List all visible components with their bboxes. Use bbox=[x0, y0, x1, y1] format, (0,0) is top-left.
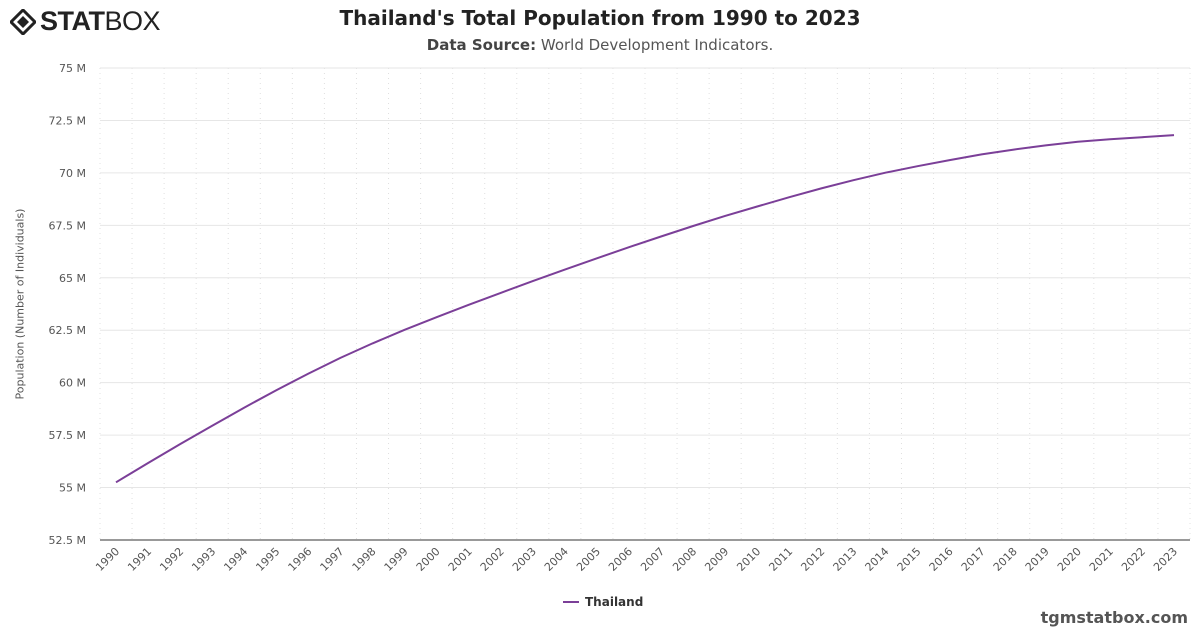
series-line-thailand bbox=[115, 134, 1175, 484]
subtitle-label: Data Source: bbox=[426, 36, 537, 54]
chart-subtitle: Data Source: World Development Indicator… bbox=[0, 36, 1200, 54]
x-tick-label: 2020 bbox=[1055, 545, 1084, 574]
x-tick-label: 2013 bbox=[831, 545, 860, 574]
x-tick-label: 2008 bbox=[670, 545, 699, 574]
x-tick-label: 2001 bbox=[446, 545, 475, 574]
x-tick-label: 1994 bbox=[221, 545, 250, 574]
y-tick-label: 55 M bbox=[59, 482, 86, 495]
chart-title: Thailand's Total Population from 1990 to… bbox=[339, 6, 861, 30]
y-tick-label: 72.5 M bbox=[49, 114, 86, 127]
x-tick-label: 2021 bbox=[1087, 545, 1116, 574]
x-tick-label: 1998 bbox=[350, 545, 379, 574]
y-tick-label: 67.5 M bbox=[49, 219, 86, 232]
x-tick-label: 1996 bbox=[286, 545, 315, 574]
x-tick-label: 2009 bbox=[702, 545, 731, 574]
y-tick-label: 70 M bbox=[59, 167, 86, 180]
y-tick-label: 65 M bbox=[59, 272, 86, 285]
y-tick-label: 62.5 M bbox=[49, 324, 86, 337]
x-tick-label: 1992 bbox=[157, 545, 186, 574]
x-tick-label: 2016 bbox=[927, 545, 956, 574]
y-tick-label: 60 M bbox=[59, 377, 86, 390]
diamond-logo-icon bbox=[10, 8, 36, 35]
legend-label: Thailand bbox=[585, 595, 644, 609]
x-tick-label: 1991 bbox=[125, 545, 154, 574]
x-tick-label: 1997 bbox=[318, 545, 347, 574]
x-tick-label: 2010 bbox=[734, 545, 763, 574]
x-tick-label: 1990 bbox=[93, 545, 122, 574]
x-tick-label: 2022 bbox=[1119, 545, 1148, 574]
y-tick-label: 57.5 M bbox=[49, 429, 86, 442]
statbox-logo: STATBOX bbox=[10, 6, 161, 37]
x-tick-label: 2018 bbox=[991, 545, 1020, 574]
x-tick-label: 2014 bbox=[863, 545, 892, 574]
x-tick-label: 2004 bbox=[542, 545, 571, 574]
y-tick-label: 75 M bbox=[59, 62, 86, 75]
x-tick-label: 1995 bbox=[253, 545, 282, 574]
x-tick-label: 2017 bbox=[959, 545, 988, 574]
x-tick-label: 2007 bbox=[638, 545, 667, 574]
x-tick-label: 2002 bbox=[478, 545, 507, 574]
x-tick-label: 2012 bbox=[798, 545, 827, 574]
legend-item-thailand[interactable]: Thailand bbox=[563, 595, 643, 609]
x-tick-label: 2003 bbox=[510, 545, 539, 574]
x-tick-label: 2023 bbox=[1151, 545, 1180, 574]
legend-line-icon bbox=[563, 601, 579, 603]
x-tick-label: 1999 bbox=[382, 545, 411, 574]
x-tick-label: 2015 bbox=[895, 545, 924, 574]
x-tick-label: 1993 bbox=[189, 545, 218, 574]
logo-text: STATBOX bbox=[40, 6, 161, 36]
x-tick-label: 2000 bbox=[414, 545, 443, 574]
x-tick-label: 2019 bbox=[1023, 545, 1052, 574]
subtitle-text: World Development Indicators. bbox=[540, 36, 774, 54]
x-tick-label: 2011 bbox=[766, 545, 795, 574]
x-tick-label: 2005 bbox=[574, 545, 603, 574]
y-tick-label: 52.5 M bbox=[49, 534, 86, 547]
watermark: tgmstatbox.com bbox=[1040, 608, 1188, 627]
x-tick-label: 2006 bbox=[606, 545, 635, 574]
